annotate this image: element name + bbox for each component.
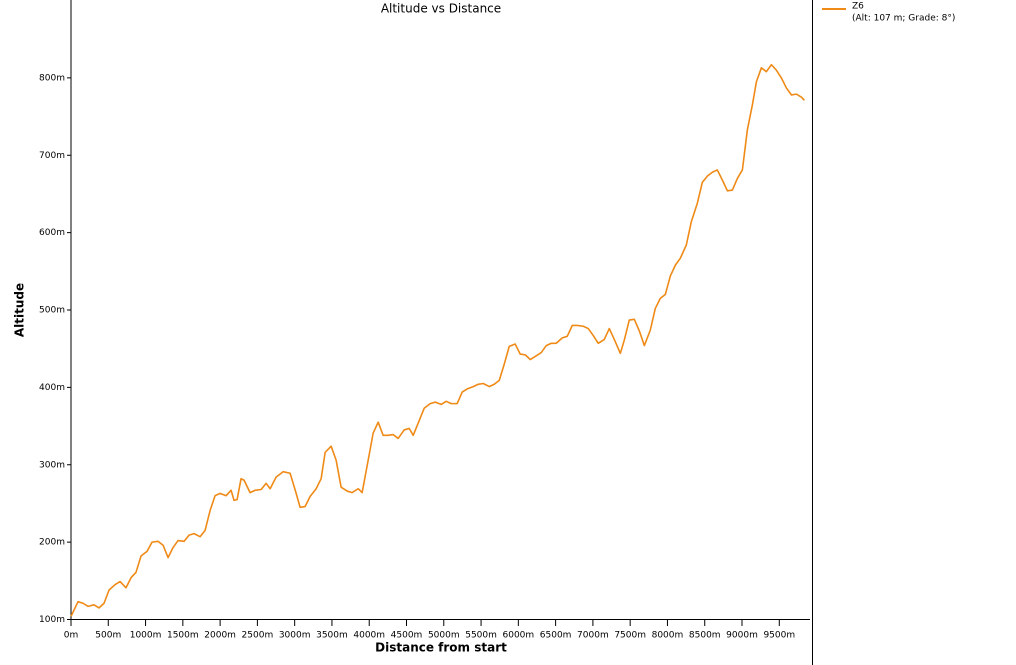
y-tick-label: 500m (39, 306, 65, 316)
x-tick-label: 5000m (428, 631, 460, 641)
data-line (70, 63, 805, 617)
x-tick-label: 7500m (614, 631, 646, 641)
x-tick-label: 500m (95, 631, 121, 641)
y-tick-label: 200m (39, 538, 65, 548)
x-tick-label: 4500m (391, 631, 423, 641)
x-tick-label: 9000m (726, 631, 758, 641)
x-tick-label: 0m (64, 631, 79, 641)
x-tick-label: 2500m (242, 631, 274, 641)
x-tick-label: 1500m (167, 631, 199, 641)
x-tick-label: 4000m (353, 631, 385, 641)
x-tick-label: 6000m (503, 631, 535, 641)
x-tick-label: 7000m (577, 631, 609, 641)
x-tick-label: 9500m (763, 631, 795, 641)
x-tick-label: 3000m (279, 631, 311, 641)
x-tick-label: 6500m (540, 631, 572, 641)
x-tick-label: 5500m (465, 631, 497, 641)
y-tick-label: 700m (39, 151, 65, 161)
y-tick-label: 300m (39, 460, 65, 470)
x-tick-label: 1000m (130, 631, 162, 641)
x-tick-label: 3500m (316, 631, 348, 641)
x-tick-label: 8000m (652, 631, 684, 641)
x-axis-label: Distance from start (375, 641, 507, 655)
y-tick-label: 600m (39, 228, 65, 238)
legend-label: Z6 (852, 2, 864, 12)
y-tick-label: 400m (39, 383, 65, 393)
y-axis-label: Altitude (13, 283, 27, 337)
legend-detail: (Alt: 107 m; Grade: 8°) (852, 14, 955, 24)
x-tick-label: 8500m (689, 631, 721, 641)
chart-title: Altitude vs Distance (381, 2, 501, 16)
y-tick-label: 100m (39, 615, 65, 625)
y-tick-label: 800m (39, 73, 65, 83)
x-tick-label: 2000m (204, 631, 236, 641)
